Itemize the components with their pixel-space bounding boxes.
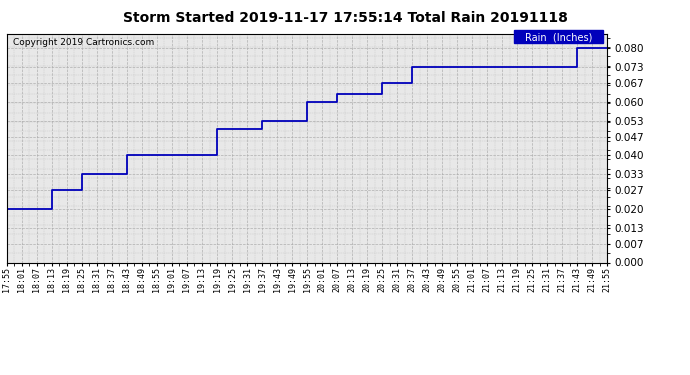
Bar	[514, 30, 603, 43]
Text: Storm Started 2019-11-17 17:55:14 Total Rain 20191118: Storm Started 2019-11-17 17:55:14 Total …	[123, 11, 567, 25]
Text: Copyright 2019 Cartronics.com: Copyright 2019 Cartronics.com	[13, 38, 154, 47]
Text: Rain  (Inches): Rain (Inches)	[526, 32, 593, 42]
